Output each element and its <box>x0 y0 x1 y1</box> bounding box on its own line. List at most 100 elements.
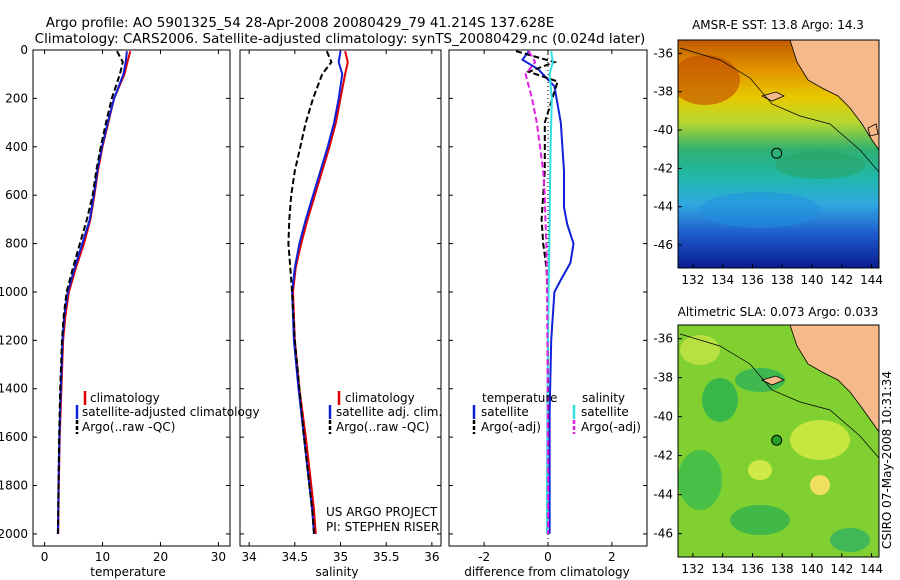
sst-warm-patch <box>678 55 740 105</box>
x-tick-label: 0 <box>544 550 552 564</box>
salinity-panel: 34 34.5 35 35.5 36 salinity climatology sate… <box>239 49 442 579</box>
legend-label-satellite: satellite adj. clim. <box>336 405 442 419</box>
difference-legend: temperature satellite Argo(-adj) salinit… <box>472 391 641 434</box>
salinity-axis-label: salinity <box>315 565 358 579</box>
map-x-tick-label: 138 <box>771 562 794 576</box>
map-x-tick-label: 132 <box>681 562 704 576</box>
map-y-tick-label: -36 <box>653 332 673 346</box>
sst-cool-patch <box>700 192 820 228</box>
y-tick-label: 1400 <box>0 382 28 396</box>
y-tick-label: 0 <box>20 43 28 57</box>
x-tick-label: 35.5 <box>373 550 400 564</box>
sla-map-frame <box>677 324 880 558</box>
y-tick-label: 200 <box>5 91 28 105</box>
x-tick-label: -2 <box>478 550 490 564</box>
project-credit: US ARGO PROJECT <box>326 505 438 519</box>
legend-label-climatology: climatology <box>90 391 160 405</box>
map-x-tick-label: 138 <box>771 273 794 287</box>
map-x-tick-label: 136 <box>741 273 764 287</box>
x-tick-label: 34 <box>241 550 256 564</box>
map-x-tick-label: 134 <box>711 273 734 287</box>
legend-label-satellite: satellite-adjusted climatology <box>82 405 260 419</box>
map-y-tick-label: -46 <box>653 238 673 252</box>
legend-group-salinity: salinity <box>582 391 625 405</box>
map-y-tick-label: -46 <box>653 527 673 541</box>
sla-patch <box>702 378 738 422</box>
y-tick-label: 400 <box>5 140 28 154</box>
map-y-tick-label: -40 <box>653 410 673 424</box>
sla-patch <box>830 528 870 552</box>
salinity-legend: climatology satellite adj. clim. Argo(..… <box>328 391 442 434</box>
figure-title-line1: Argo profile: AO 5901325_54 28-Apr-2008 … <box>46 15 555 31</box>
sst-map-frame <box>677 39 880 269</box>
x-tick-label: 36 <box>424 550 439 564</box>
map-y-tick-label: -44 <box>653 200 673 214</box>
map-x-tick-label: 142 <box>830 273 853 287</box>
map-y-tick-label: -38 <box>653 85 673 99</box>
map-x-tick-label: 144 <box>860 562 883 576</box>
series-line-climatology <box>57 50 132 534</box>
x-tick-label: 35 <box>333 550 348 564</box>
sla-map-title: Altimetric SLA: 0.073 Argo: 0.033 <box>678 305 879 319</box>
map-y-tick-label: -42 <box>653 161 673 175</box>
shelf-contour <box>679 47 879 173</box>
y-tick-label: 1000 <box>0 285 28 299</box>
plot-timestamp: CSIRO 07-May-2008 10:31:34 <box>880 371 894 549</box>
y-tick-label: 600 <box>5 188 28 202</box>
y-tick-label: 1200 <box>0 333 28 347</box>
map-x-tick-label: 140 <box>801 273 824 287</box>
series-line-satellite-adj-clim- <box>291 51 344 534</box>
principal-investigator: PI: STEPHEN RISER <box>326 520 439 534</box>
map-x-tick-label: 136 <box>741 562 764 576</box>
legend-label-argo: Argo(..raw -QC) <box>336 420 429 434</box>
sla-patch <box>810 475 830 495</box>
x-tick-label: 30 <box>211 550 226 564</box>
sst-map: AMSR-E SST: 13.8 Argo: 14.3 132 134 136 138… <box>653 18 883 287</box>
temperature-axes-frame <box>32 49 231 547</box>
series-line-argo-raw-qc- <box>56 50 124 534</box>
legend-label-temp-argo: Argo(-adj) <box>481 420 541 434</box>
map-y-tick-label: -40 <box>653 123 673 137</box>
sla-map: Altimetric SLA: 0.073 Argo: 0.033 132 134… <box>653 305 883 576</box>
difference-panel: -2 0 2 difference from climatology tempera… <box>448 49 648 579</box>
map-x-tick-label: 140 <box>801 562 824 576</box>
series-line-temperature-argo-adj- <box>515 50 559 534</box>
sla-patch <box>748 460 772 480</box>
map-x-tick-label: 132 <box>681 273 704 287</box>
tasmania-tip <box>867 123 879 137</box>
x-tick-label: 2 <box>608 550 616 564</box>
legend-label-sal-argo: Argo(-adj) <box>581 420 641 434</box>
series-line-salinity-satellite <box>546 51 554 534</box>
australia-land <box>789 325 879 433</box>
y-tick-label: 1800 <box>0 479 28 493</box>
x-tick-label: 20 <box>153 550 168 564</box>
legend-label-temp-satellite: satellite <box>481 405 529 419</box>
series-line-climatology <box>291 50 349 534</box>
argo-float-marker <box>771 147 783 159</box>
x-tick-label: 10 <box>95 550 110 564</box>
x-tick-label: 0 <box>41 550 49 564</box>
legend-label-argo: Argo(..raw -QC) <box>82 420 175 434</box>
sla-patch <box>730 505 790 535</box>
map-y-tick-label: -42 <box>653 449 673 463</box>
sla-patch <box>680 335 720 365</box>
series-line-satellite-adjusted-climatology <box>56 51 128 534</box>
map-x-tick-label: 142 <box>830 562 853 576</box>
australia-land <box>789 40 879 151</box>
y-tick-label: 2000 <box>0 527 28 541</box>
map-x-tick-label: 134 <box>711 562 734 576</box>
y-tick-label: 800 <box>5 237 28 251</box>
sst-map-title: AMSR-E SST: 13.8 Argo: 14.3 <box>692 18 864 32</box>
x-tick-label: 34.5 <box>281 550 308 564</box>
map-y-tick-label: -38 <box>653 371 673 385</box>
legend-label-sal-satellite: satellite <box>581 405 629 419</box>
legend-label-climatology: climatology <box>345 391 415 405</box>
sla-patch <box>735 368 785 392</box>
series-line-argo-raw-qc- <box>287 50 333 534</box>
argo-float-marker <box>771 434 783 446</box>
sla-patch <box>790 420 850 460</box>
figure-title-line2: Climatology: CARS2006. Satellite-adjuste… <box>35 31 646 47</box>
shelf-contour <box>679 333 879 459</box>
temperature-axis-label: temperature <box>90 565 165 579</box>
